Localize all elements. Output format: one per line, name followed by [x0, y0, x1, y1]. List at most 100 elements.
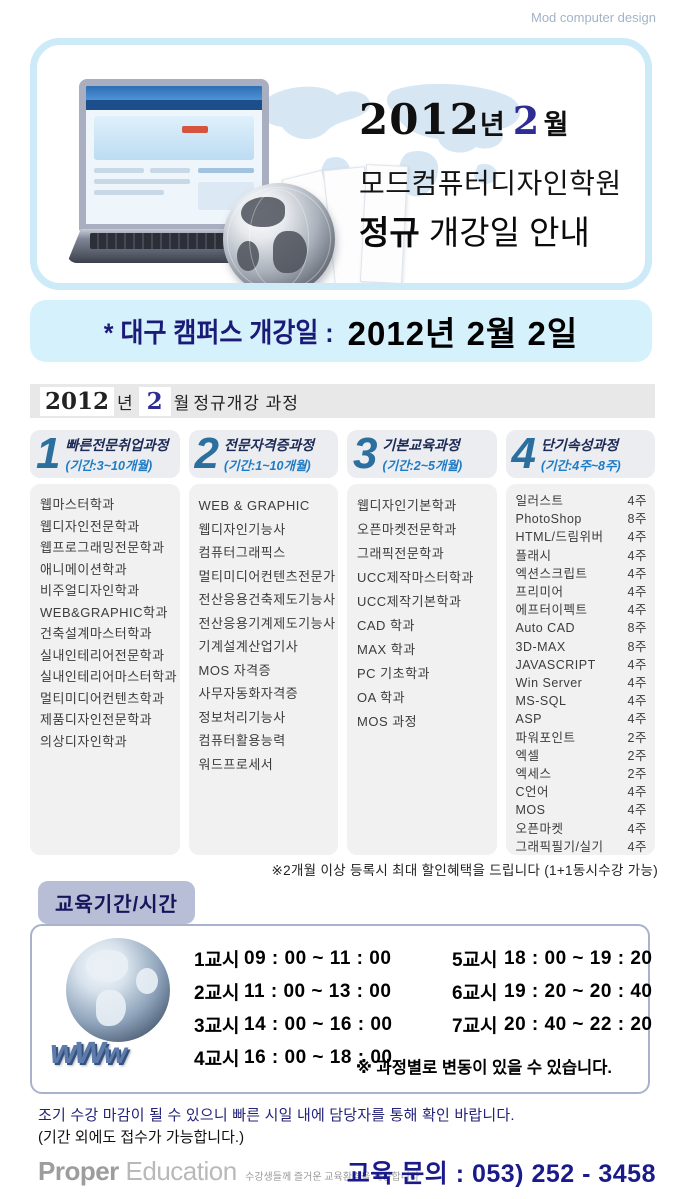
course-item: OA 학과 — [357, 690, 406, 705]
course-duration: 4주 — [627, 839, 647, 854]
banner-subtitle: 정규 개강일 안내 — [359, 206, 645, 254]
period-time: 18 : 00 ~ 19 : 20 — [504, 947, 653, 969]
course-item: Auto CAD 8주 — [516, 619, 648, 637]
section-year: 2012 — [40, 386, 115, 416]
column-header: 1 빠른전문취업과정 (기간:3~10개월) — [30, 430, 180, 478]
column-title: 기본교육과정 — [382, 436, 460, 453]
section-year-suffix: 년 — [117, 393, 133, 413]
course-item: WEB & GRAPHIC — [198, 498, 310, 513]
main-banner: 2012년 2 월 모드컴퓨터디자인학원 정규 개강일 안내 — [30, 38, 652, 290]
course-duration: 4주 — [627, 821, 647, 836]
course-item: Win Server 4주 — [516, 674, 648, 692]
course-duration: 2주 — [627, 748, 647, 763]
course-item: MOS 과정 — [357, 714, 418, 729]
course-item: 3D-MAX 8주 — [516, 638, 648, 656]
course-name: HTML/드림위버 — [515, 530, 604, 545]
time-row: 4교시 16 : 00 ~ 18 : 00 — [194, 1041, 680, 1074]
course-duration: 2주 — [627, 767, 647, 782]
schedule-badge: 교육기간/시간 — [38, 881, 195, 924]
course-item: 건축설계마스터학과 — [40, 626, 153, 641]
academy-name: 모드컴퓨터디자인학원 — [359, 168, 622, 199]
logo-tagline: 수강생들께 즐거운 교육환경을 제공합니다 — [245, 1172, 420, 1183]
course-item: MOS 4주 — [516, 801, 648, 819]
laptop-graphic — [67, 79, 297, 263]
column-header: 2 전문자격증과정 (기간:1~10개월) — [188, 430, 338, 478]
course-name: Auto CAD — [515, 621, 576, 636]
course-item: HTML/드림위버 4주 — [516, 528, 648, 546]
course-item: 엑세스 2주 — [516, 765, 648, 783]
period-time: 20 : 40 ~ 22 : 20 — [504, 1013, 653, 1035]
laptop-screen — [79, 79, 269, 231]
course-item: 사무자동화자격증 — [198, 686, 299, 701]
course-item: 웹디자인전문학과 — [40, 518, 140, 534]
course-item: 전산응용기계제도기능사 — [198, 615, 336, 631]
period-time: 11 : 00 ~ 13 : 00 — [244, 980, 392, 1002]
course-item: CAD 학과 — [357, 618, 415, 633]
course-item: UCC제작기본학과 — [357, 594, 462, 609]
course-column-3: 3 기본교육과정 (기간:2~5개월) 웹디자인기본학과 오픈마켓전문학과 그래픽전… — [347, 430, 497, 855]
column-title: 전문자격증과정 — [223, 436, 315, 453]
course-item: 웹디자인기본학과 — [357, 498, 457, 513]
course-name: 플래시 — [515, 548, 552, 563]
period-time: 14 : 00 ~ 16 : 00 — [244, 1013, 393, 1035]
course-column-4: 4 단기속성과정 (기간:4주~8주) 일러스트 4주 PhotoShop 8주 HTM… — [505, 430, 655, 855]
globe-sphere — [66, 938, 170, 1042]
course-item: 멀티미디어컨텐츠전문가 — [198, 568, 336, 584]
course-item: 그래픽전문학과 — [357, 546, 445, 561]
proper-education-logo: Proper Education 수강생들께 즐거운 교육환경을 제공합니다 — [38, 1156, 419, 1187]
course-item: MS-SQL 4주 — [516, 692, 648, 710]
course-item: 오픈마켓전문학과 — [357, 522, 457, 537]
course-item: 컴퓨터활용능력 — [198, 733, 286, 748]
course-item: 멀티미디어컨텐츠학과 — [40, 690, 165, 706]
course-name: 엑셀 — [515, 748, 540, 763]
course-item: 에프터이펙트 4주 — [516, 601, 648, 619]
course-name: 엑션스크립트 — [515, 566, 588, 581]
banner-subtitle-bold: 정규 — [359, 214, 420, 251]
course-item: WEB&GRAPHIC학과 — [40, 604, 168, 620]
period-time: 19 : 20 ~ 20 : 40 — [504, 980, 653, 1002]
contact-phone: 교육 문의 : 053) 252 - 3458 — [346, 1160, 656, 1188]
column-title: 단기속성과정 — [540, 436, 619, 453]
course-duration: 4주 — [627, 494, 647, 508]
course-duration: 2주 — [627, 730, 647, 745]
footer-notice-1: 조기 수강 마감이 될 수 있으니 빠른 시일 내에 담당자를 통해 확인 바랍… — [38, 1107, 515, 1124]
course-duration: 8주 — [627, 639, 647, 654]
column-number: 3 — [353, 429, 378, 478]
course-columns: 1 빠른전문취업과정 (기간:3~10개월) 웹마스터학과 웹디자인전문학과 웹프로… — [30, 430, 655, 855]
column-period: (기간:1~10개월) — [223, 458, 311, 473]
course-item: 프리미어 4주 — [516, 583, 648, 601]
course-item: 파워포인트 2주 — [516, 729, 648, 747]
course-name: MOS — [515, 803, 546, 818]
period-label: 7교시 — [452, 1016, 498, 1037]
course-column-1: 1 빠른전문취업과정 (기간:3~10개월) 웹마스터학과 웹디자인전문학과 웹프로… — [30, 430, 180, 855]
brand-text: Mod computer design — [530, 10, 656, 25]
campus-label: * 대구 캠퍼스 개강일 : — [103, 318, 334, 349]
banner-month: 2 — [512, 98, 540, 143]
period-time: 16 : 00 ~ 18 : 00 — [244, 1046, 393, 1068]
column-period: (기간:3~10개월) — [65, 458, 153, 473]
schedule-note: ※ 과정별로 변동이 있을 수 있습니다. — [355, 1059, 612, 1077]
laptop-screen-website — [86, 86, 262, 224]
course-item: MAX 학과 — [357, 642, 416, 657]
footer-notice-2: (기간 외에도 접수가 가능합니다.) — [38, 1129, 245, 1146]
course-item: 컴퓨터그래픽스 — [198, 545, 286, 560]
course-item: 정보처리기능사 — [198, 709, 286, 725]
period-label: 2교시 — [194, 983, 240, 1004]
course-item: 엑셀 2주 — [516, 747, 648, 765]
course-name: 파워포인트 — [515, 730, 576, 745]
campus-open-date-band: * 대구 캠퍼스 개강일 : 2012년 2월 2일 — [30, 300, 652, 362]
column-header: 4 단기속성과정 (기간:4주~8주) — [505, 430, 655, 478]
course-duration: 4주 — [627, 657, 647, 672]
course-duration: 4주 — [627, 694, 647, 709]
course-name: MS-SQL — [515, 694, 567, 709]
course-name: ASP — [515, 712, 543, 727]
course-name: C언어 — [515, 785, 550, 800]
course-duration: 4주 — [627, 530, 647, 545]
course-item: PC 기초학과 — [357, 666, 431, 681]
course-item: JAVASCRIPT 4주 — [516, 656, 648, 674]
course-name: 엑세스 — [515, 767, 552, 782]
campus-date: 2012년 2월 2일 — [347, 315, 579, 352]
course-item: 워드프로세서 — [198, 756, 274, 772]
period-time: 09 : 00 ~ 11 : 00 — [244, 947, 392, 969]
course-column-2: 2 전문자격증과정 (기간:1~10개월) WEB & GRAPHIC 웹디자인기… — [188, 430, 338, 855]
